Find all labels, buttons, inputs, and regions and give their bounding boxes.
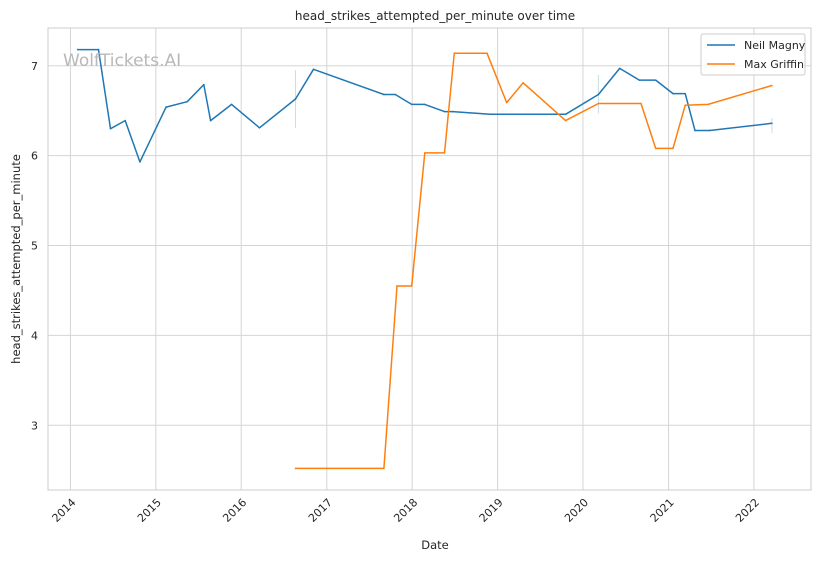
data-point-max-griffin: [672, 147, 674, 150]
legend-label-neil-magny: Neil Magny: [744, 39, 806, 52]
legend: Neil Magny Max Griffin: [700, 33, 806, 76]
y-tick-label: 6: [31, 150, 38, 163]
data-point-neil-magny: [383, 93, 385, 96]
x-tick-label: 2015: [135, 496, 164, 525]
data-point-max-griffin: [684, 104, 686, 107]
data-point-max-griffin: [396, 285, 398, 287]
x-tick-label: 2021: [648, 496, 677, 525]
data-point-neil-magny: [165, 106, 167, 108]
plot-background: [48, 28, 811, 490]
x-tick-label: 2019: [477, 496, 506, 525]
y-tick-label: 3: [31, 419, 38, 432]
y-axis-title: head_strikes_attempted_per_minute: [9, 154, 23, 364]
data-point-neil-magny: [489, 113, 492, 116]
data-point-max-griffin: [640, 102, 642, 105]
data-point-neil-magny: [684, 92, 686, 95]
x-tick-label: 2017: [306, 496, 335, 525]
data-point-max-griffin: [597, 102, 600, 105]
data-point-max-griffin: [443, 152, 446, 154]
data-point-neil-magny: [771, 122, 773, 125]
legend-label-max-griffin: Max Griffin: [744, 58, 804, 71]
x-tick-label: 2018: [391, 496, 420, 525]
data-point-max-griffin: [564, 119, 567, 122]
data-point-neil-magny: [694, 129, 696, 132]
data-point-max-griffin: [654, 147, 657, 150]
data-point-max-griffin: [707, 103, 709, 106]
series-line-max-griffin: [295, 52, 773, 470]
data-point-neil-magny: [97, 48, 100, 51]
data-point-neil-magny: [76, 48, 79, 51]
data-point-max-griffin: [522, 82, 524, 84]
data-point-neil-magny: [424, 103, 426, 106]
x-tick-label: 2014: [50, 496, 79, 525]
data-point-neil-magny: [258, 126, 261, 129]
series-layer: [76, 48, 773, 470]
data-point-neil-magny: [312, 68, 315, 71]
x-tick-label: 2016: [220, 496, 249, 525]
data-point-neil-magny: [139, 161, 141, 163]
data-point-neil-magny: [186, 100, 188, 103]
data-point-neil-magny: [708, 129, 711, 132]
data-point-neil-magny: [597, 93, 600, 96]
data-point-neil-magny: [443, 110, 446, 113]
data-point-neil-magny: [394, 93, 397, 96]
y-tick-label: 7: [31, 60, 38, 73]
x-axis-title: Date: [421, 538, 449, 552]
data-point-neil-magny: [410, 103, 413, 106]
series-line-neil-magny: [77, 48, 772, 163]
data-point-max-griffin: [410, 285, 413, 287]
data-point-neil-magny: [654, 79, 657, 81]
data-point-max-griffin: [383, 467, 385, 470]
data-point-neil-magny: [230, 103, 233, 106]
y-tick-label: 5: [31, 240, 38, 253]
x-tick-label: 2022: [733, 496, 762, 525]
chart-title: head_strikes_attempted_per_minute over t…: [295, 9, 575, 23]
data-point-neil-magny: [124, 119, 126, 122]
data-point-max-griffin: [505, 101, 508, 104]
data-point-neil-magny: [109, 127, 112, 130]
data-point-neil-magny: [209, 119, 212, 122]
data-point-neil-magny: [618, 67, 621, 70]
data-point-max-griffin: [294, 467, 297, 470]
data-point-neil-magny: [294, 98, 297, 100]
data-point-neil-magny: [202, 83, 205, 86]
data-point-max-griffin: [453, 52, 456, 54]
watermark: WolfTickets.AI: [63, 51, 181, 71]
grid-layer: [48, 28, 811, 490]
y-tick-label: 4: [31, 329, 38, 342]
data-point-max-griffin: [486, 52, 488, 54]
data-point-neil-magny: [672, 92, 674, 95]
data-point-max-griffin: [771, 84, 773, 87]
data-point-neil-magny: [564, 113, 567, 116]
data-point-max-griffin: [424, 152, 426, 154]
data-point-neil-magny: [638, 79, 641, 81]
x-tick-label: 2020: [562, 496, 591, 525]
data-point-neil-magny: [451, 110, 454, 113]
plot-frame: [47, 27, 812, 491]
